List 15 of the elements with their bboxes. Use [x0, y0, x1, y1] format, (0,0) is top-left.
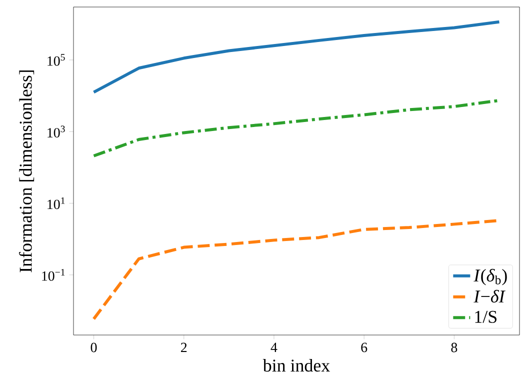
- x-tick-label: 6: [361, 342, 368, 352]
- legend-label: I(δ$_{b}$): [474, 268, 507, 286]
- x-axis-title: bin index: [262, 359, 330, 372]
- y-tick-label: 10$^{1}$: [48, 197, 65, 210]
- legend-label: 1/S: [475, 310, 496, 323]
- y-axis-title: Information [dimensionless]: [19, 70, 34, 272]
- x-tick-label: 2: [180, 342, 187, 352]
- line-series: [92, 20, 501, 94]
- x-tick-label: 8: [451, 342, 458, 352]
- x-tick-label: 4: [270, 342, 278, 352]
- y-tick-label: 10$^{5}$: [48, 54, 65, 66]
- y-tick-label: 10$^{−1}$: [42, 268, 65, 281]
- legend-label: I−δI: [474, 290, 506, 303]
- y-tick-label: 10$^{3}$: [48, 126, 65, 138]
- x-tick-label: 0: [90, 342, 97, 352]
